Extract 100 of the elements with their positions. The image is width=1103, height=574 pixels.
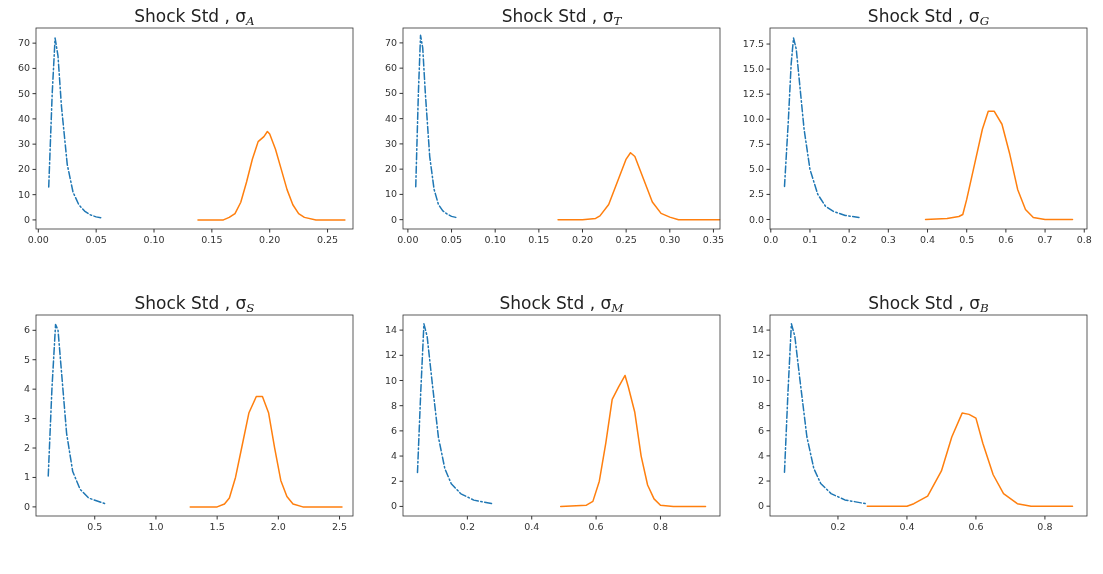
chart-title: Shock Std , σ$_{T}$ (501, 6, 623, 28)
x-tick-label: 0.4 (919, 234, 936, 245)
x-tick-label: 0.8 (652, 521, 669, 532)
line-series (783, 37, 860, 219)
y-tick-label: 60 (384, 62, 397, 74)
x-tick-label: 0.20 (571, 234, 594, 245)
y-tick-label: 3 (23, 412, 30, 424)
y-tick-label: 30 (384, 137, 397, 149)
y-tick-label: 6 (390, 424, 397, 436)
y-tick-label: 30 (17, 138, 30, 150)
x-tick-label: 2.5 (331, 521, 348, 532)
y-tick-label: 0.0 (748, 213, 764, 225)
x-tick-label: 0.30 (659, 234, 681, 245)
y-tick-label: 70 (384, 36, 397, 48)
y-tick-label: 2 (390, 475, 397, 487)
x-tick-label: 0.8 (1037, 521, 1053, 532)
line-series (559, 374, 707, 508)
x-tick-label: 0.10 (484, 234, 506, 245)
y-tick-label: 10 (751, 374, 764, 386)
x-tick-label: 0.1 (802, 234, 818, 245)
x-tick-label: 2.0 (270, 521, 286, 532)
y-tick-label: 17.5 (742, 38, 764, 50)
x-tick-label: 0.05 (440, 234, 463, 245)
line-series (924, 110, 1074, 221)
x-tick-label: 0.35 (702, 234, 725, 245)
y-tick-label: 8 (390, 399, 397, 411)
x-tick-label: 0.4 (899, 521, 915, 532)
y-tick-label: 10 (384, 188, 397, 200)
chart-title: Shock Std , σ$_{G}$ (867, 6, 990, 28)
y-tick-label: 15.0 (742, 63, 764, 75)
y-tick-label: 50 (384, 87, 397, 99)
y-tick-label: 12.5 (742, 88, 764, 100)
chart-title: Shock Std , σ$_{A}$ (134, 6, 255, 28)
y-tick-label: 50 (17, 87, 30, 99)
x-tick-label: 0.05 (85, 234, 107, 245)
x-tick-label: 0.4 (524, 521, 540, 532)
y-tick-label: 0 (757, 500, 764, 512)
line-series (197, 130, 346, 221)
x-tick-label: 0.00 (397, 234, 419, 245)
x-tick-label: 0.6 (588, 521, 604, 532)
y-tick-label: 40 (384, 112, 397, 124)
y-tick-label: 4 (390, 450, 397, 462)
y-tick-label: 20 (17, 163, 30, 175)
chart-title: Shock Std , σ$_{B}$ (868, 293, 990, 315)
x-tick-label: 0.6 (968, 521, 984, 532)
line-series (866, 412, 1074, 507)
y-tick-label: 0 (390, 213, 397, 225)
y-tick-label: 6 (757, 424, 764, 436)
y-tick-label: 8 (757, 399, 764, 411)
x-tick-label: 0.5 (959, 234, 975, 245)
chart-title: Shock Std , σ$_{M}$ (499, 293, 625, 315)
x-tick-label: 1.5 (209, 521, 225, 532)
line-series (783, 323, 867, 505)
line-series (47, 37, 103, 219)
x-tick-label: 0.00 (27, 234, 49, 245)
x-tick-label: 0.2 (841, 234, 857, 245)
chart-title: Shock Std , σ$_{S}$ (134, 293, 255, 315)
y-tick-label: 0 (390, 500, 397, 512)
y-tick-label: 10 (384, 374, 397, 386)
x-tick-label: 0.20 (259, 234, 281, 245)
x-tick-label: 0.5 (87, 521, 103, 532)
y-tick-label: 14 (384, 324, 397, 336)
y-tick-label: 7.5 (748, 138, 764, 150)
y-tick-label: 20 (384, 163, 397, 175)
y-tick-label: 1 (23, 471, 30, 483)
y-tick-label: 6 (23, 324, 30, 336)
line-series (415, 34, 458, 219)
y-tick-label: 10 (17, 188, 30, 200)
y-tick-label: 14 (751, 324, 764, 336)
x-tick-label: 1.0 (148, 521, 164, 532)
y-tick-label: 70 (17, 37, 30, 49)
y-tick-label: 2 (23, 442, 30, 454)
x-tick-label: 0.10 (143, 234, 165, 245)
y-tick-label: 2 (757, 475, 764, 487)
x-tick-label: 0.2 (459, 521, 475, 532)
line-series (47, 323, 107, 505)
x-tick-label: 0.25 (316, 234, 339, 245)
y-tick-label: 10.0 (742, 113, 764, 125)
x-tick-label: 0.2 (830, 521, 846, 532)
line-series (416, 323, 494, 505)
y-tick-label: 4 (23, 383, 30, 395)
line-series (189, 395, 343, 508)
y-tick-label: 5.0 (748, 163, 764, 175)
y-tick-label: 2.5 (748, 188, 764, 200)
x-tick-label: 0.3 (880, 234, 896, 245)
y-tick-label: 40 (17, 112, 30, 124)
x-tick-label: 0.6 (998, 234, 1014, 245)
y-tick-label: 0 (23, 500, 30, 512)
x-tick-label: 0.25 (615, 234, 637, 245)
y-tick-label: 12 (384, 349, 397, 361)
y-tick-label: 60 (17, 62, 30, 74)
y-tick-label: 4 (757, 449, 764, 461)
y-tick-label: 5 (23, 353, 30, 365)
x-tick-label: 0.15 (201, 234, 223, 245)
x-tick-label: 0.8 (1076, 234, 1092, 245)
y-tick-label: 12 (751, 349, 764, 361)
line-series (557, 151, 721, 221)
x-tick-label: 0.15 (528, 234, 550, 245)
x-tick-label: 0.7 (1037, 234, 1053, 245)
y-tick-label: 0 (23, 213, 30, 225)
